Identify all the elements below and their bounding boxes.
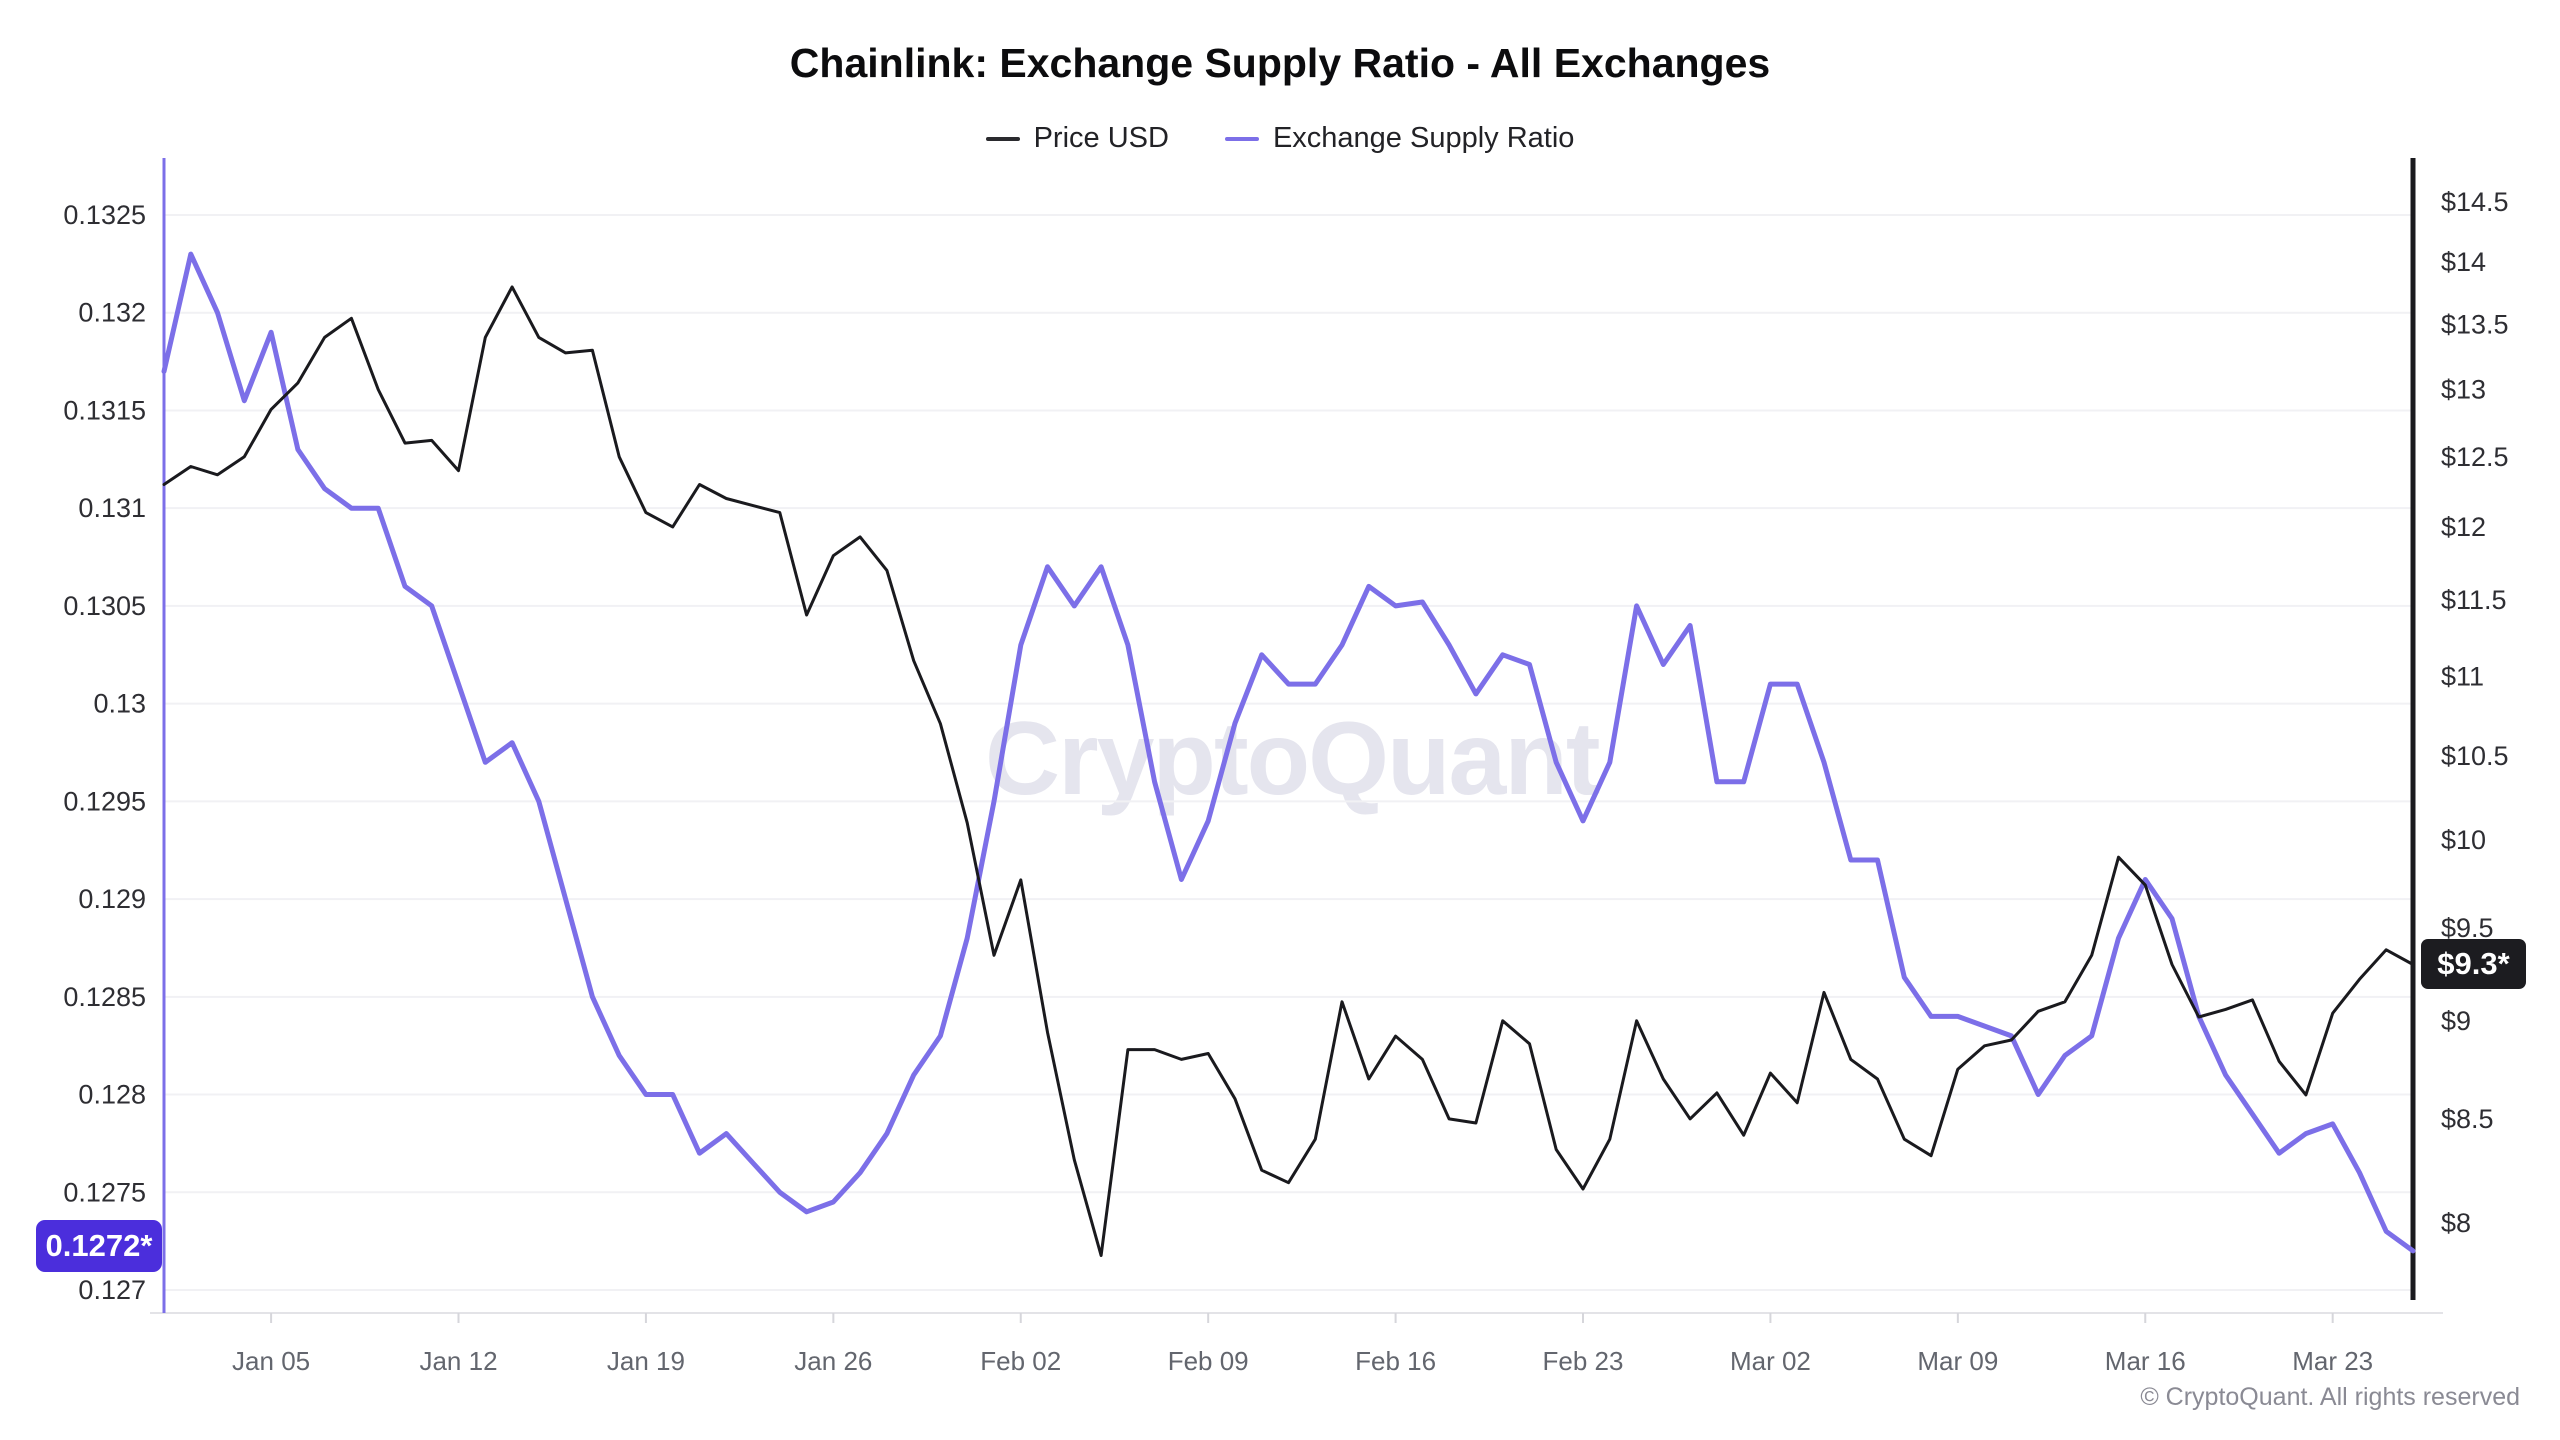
y-left-tick-label: 0.1285	[63, 982, 146, 1012]
x-tick-label: Feb 23	[1543, 1346, 1624, 1376]
y-left-tick-label: 0.1325	[63, 200, 146, 230]
price-line-series	[162, 285, 2415, 1257]
x-tick-label: Feb 16	[1355, 1346, 1436, 1376]
x-tick-label: Feb 02	[980, 1346, 1061, 1376]
y-right-tick-label: $14.5	[2441, 187, 2509, 217]
y-left-tick-label: 0.128	[78, 1080, 146, 1110]
esr-line-series	[161, 251, 2416, 1254]
y-left-tick-label: 0.127	[78, 1275, 146, 1305]
y-right-tick-labels: $14.5 $14 $13.5 $13 $12.5 $12 $11.5 $11 $10.5 $10…	[2441, 187, 2509, 1238]
chart-legend: Price USD Exchange Supply Ratio	[0, 122, 2560, 155]
y-right-tick-label: $8	[2441, 1208, 2471, 1238]
y-right-tick-label: $12	[2441, 512, 2486, 542]
x-axis: Jan 05 Jan 12 Jan 19 Jan 26 Feb 02 Feb 09 Feb …	[150, 1312, 2443, 1376]
x-tick-label: Jan 05	[232, 1346, 310, 1376]
gridlines	[164, 214, 2413, 1291]
y-right-tick-label: $10	[2441, 825, 2486, 855]
x-tick-label: Mar 23	[2292, 1346, 2373, 1376]
x-tick-label: Jan 26	[794, 1346, 872, 1376]
legend-label-price-usd: Price USD	[1033, 122, 1169, 154]
legend-label-exchange-supply-ratio: Exchange Supply Ratio	[1272, 122, 1575, 154]
y-left-tick-label: 0.13	[93, 689, 146, 719]
esr-current-value-badge: 0.1272*	[36, 1219, 162, 1272]
legend-item-exchange-supply-ratio[interactable]: Exchange Supply Ratio	[1224, 122, 1575, 155]
y-left-tick-label: 0.129	[78, 884, 146, 914]
x-tick-label: Mar 09	[1917, 1346, 1998, 1376]
y-right-tick-label: $13.5	[2441, 310, 2509, 340]
price-current-value-badge: $9.3*	[2421, 939, 2526, 990]
x-tick-label: Mar 02	[1730, 1346, 1811, 1376]
y-left-tick-label: 0.1315	[63, 395, 146, 425]
legend-item-price-usd[interactable]: Price USD	[985, 122, 1169, 155]
x-tick-label: Jan 12	[419, 1346, 497, 1376]
y-left-tick-labels: 0.1325 0.132 0.1315 0.131 0.1305 0.13 0.1295 0.…	[63, 200, 146, 1305]
esr-line-dash-icon	[1224, 136, 1259, 141]
y-left-tick-label: 0.132	[78, 298, 146, 328]
x-tick-label: Jan 19	[607, 1346, 685, 1376]
page-title: Chainlink: Exchange Supply Ratio - All E…	[789, 40, 1771, 86]
y-left-tick-label: 0.1295	[63, 786, 146, 816]
footer-copyright: © CryptoQuant. All rights reserved	[2140, 1383, 2520, 1411]
y-right-tick-label: $9	[2441, 1006, 2471, 1036]
y-right-tick-label: $8.5	[2441, 1104, 2494, 1134]
y-right-tick-label: $9.5	[2441, 913, 2494, 943]
y-right-tick-label: $13	[2441, 374, 2486, 404]
y-right-tick-label: $12.5	[2441, 442, 2509, 472]
y-right-tick-label: $14	[2441, 247, 2486, 277]
y-right-tick-label: $10.5	[2441, 741, 2509, 771]
y-left-tick-label: 0.1275	[63, 1177, 146, 1207]
y-right-tick-label: $11	[2441, 661, 2484, 691]
x-tick-label: Feb 09	[1168, 1346, 1249, 1376]
x-tick-label: Mar 16	[2105, 1346, 2186, 1376]
y-left-tick-label: 0.1305	[63, 591, 146, 621]
y-right-tick-label: $11.5	[2441, 585, 2507, 615]
y-left-tick-label: 0.131	[78, 493, 146, 523]
price-line-dash-icon	[985, 136, 1020, 141]
